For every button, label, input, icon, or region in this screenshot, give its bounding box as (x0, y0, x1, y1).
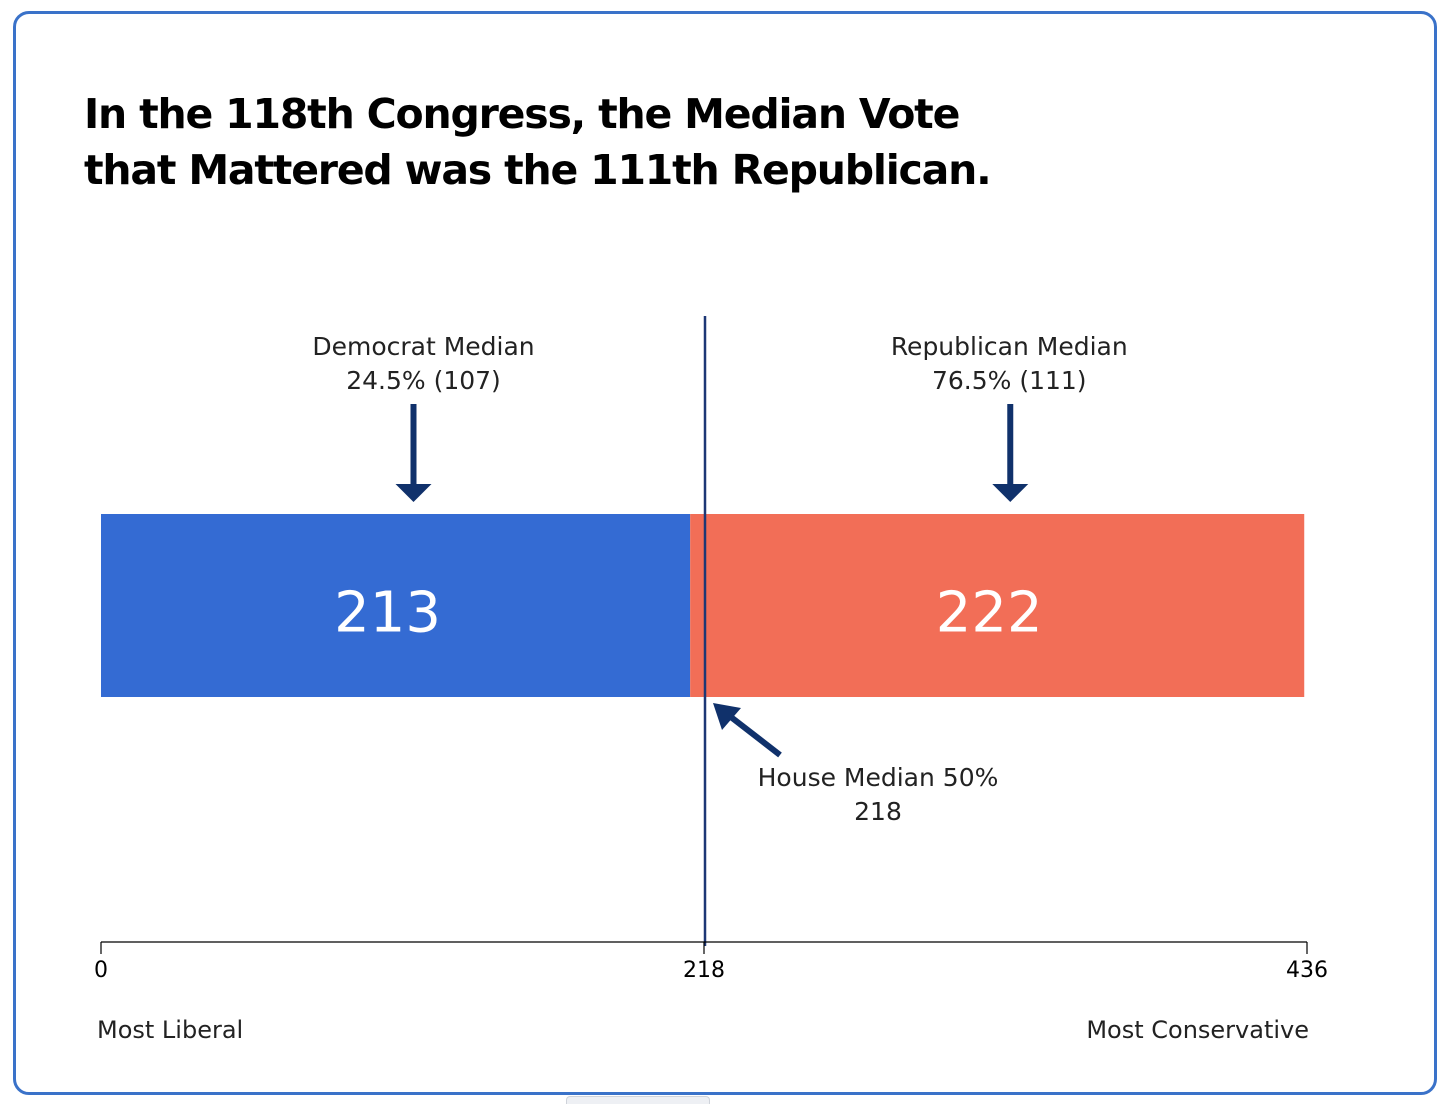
republican-median-label: Republican Median (891, 332, 1128, 361)
scroll-tab (566, 1096, 710, 1104)
axis-end-label-left: Most Liberal (97, 1016, 243, 1044)
democrat-median-label: Democrat Median (312, 332, 534, 361)
bar-label-republican: 222 (936, 581, 1043, 646)
bar-segment-democrat (101, 514, 691, 697)
house-median-value: 218 (854, 797, 902, 826)
bar-label-democrat: 213 (334, 581, 441, 646)
democrat-median-value: 24.5% (107) (346, 366, 501, 395)
house-median-label: House Median 50% (758, 763, 999, 792)
x-axis-tick-label-218: 218 (683, 958, 725, 983)
democrat-median-arrow-head (395, 484, 432, 502)
chart-title-line-2: that Mattered was the 111th Republican. (84, 146, 992, 194)
bar-segment-republican (690, 514, 1305, 697)
republican-median-arrow-head (992, 484, 1029, 502)
axis-end-label-right: Most Conservative (1086, 1016, 1309, 1044)
x-axis-tick-label-436: 436 (1286, 958, 1328, 983)
chart-title-line-1: In the 118th Congress, the Median Vote (84, 90, 960, 138)
house-median-arrow-head (713, 703, 741, 730)
republican-median-value: 76.5% (111) (932, 366, 1087, 395)
house-median-arrow-shaft (725, 711, 782, 758)
chart-title: In the 118th Congress, the Median Vote t… (84, 86, 992, 198)
x-axis-tick-label-0: 0 (94, 958, 108, 983)
